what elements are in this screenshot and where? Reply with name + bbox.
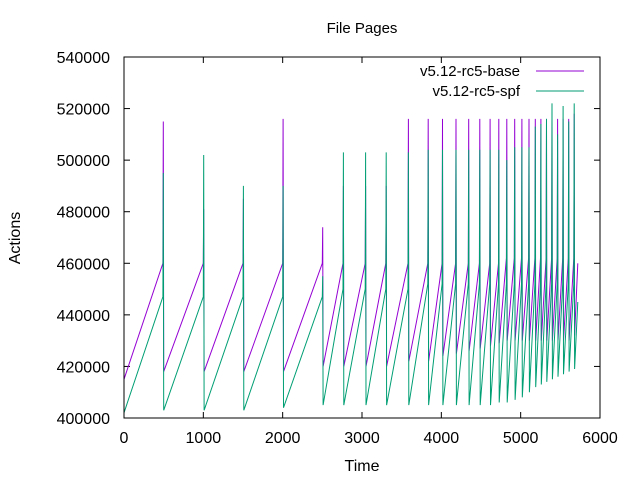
x-tick-label: 3000 — [344, 430, 380, 447]
x-tick-label: 0 — [120, 430, 129, 447]
legend-label: v5.12-rc5-spf — [432, 83, 520, 100]
y-tick-label: 540000 — [57, 50, 110, 67]
x-tick-label: 6000 — [582, 430, 618, 447]
y-axis-label: Actions — [7, 212, 24, 264]
x-tick-label: 2000 — [265, 430, 301, 447]
y-tick-label: 460000 — [57, 256, 110, 273]
series-line-2 — [123, 103, 579, 413]
legend: v5.12-rc5-base v5.12-rc5-spf — [420, 63, 584, 100]
legend-label: v5.12-rc5-base — [420, 63, 520, 80]
plot-border — [123, 56, 601, 419]
x-tick-label: 5000 — [503, 430, 539, 447]
y-tick-label: 480000 — [57, 205, 110, 222]
y-tick-label: 440000 — [57, 308, 110, 325]
x-tick-label: 4000 — [424, 430, 460, 447]
x-axis-label: Time — [345, 458, 380, 475]
chart-title: File Pages — [327, 20, 398, 37]
y-tick-label: 520000 — [57, 102, 110, 119]
y-tick-label: 500000 — [57, 153, 110, 170]
y-tick-label: 400000 — [57, 411, 110, 428]
x-tick-label: 1000 — [186, 430, 222, 447]
series-line-1 — [123, 113, 579, 380]
y-tick-label: 420000 — [57, 359, 110, 376]
series-layer — [123, 103, 579, 413]
axis-ticks: 0 1000 2000 3000 4000 5000 6000 400000 420000 440… — [57, 50, 618, 447]
